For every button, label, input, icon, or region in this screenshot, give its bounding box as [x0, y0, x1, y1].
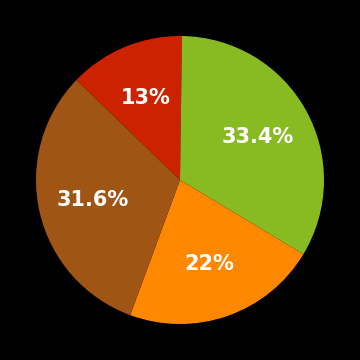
Wedge shape — [180, 36, 324, 254]
Text: 31.6%: 31.6% — [57, 190, 129, 210]
Text: 13%: 13% — [121, 87, 171, 108]
Wedge shape — [130, 180, 303, 324]
Text: 33.4%: 33.4% — [222, 127, 294, 147]
Wedge shape — [36, 80, 180, 315]
Text: 22%: 22% — [185, 254, 234, 274]
Wedge shape — [76, 36, 182, 180]
